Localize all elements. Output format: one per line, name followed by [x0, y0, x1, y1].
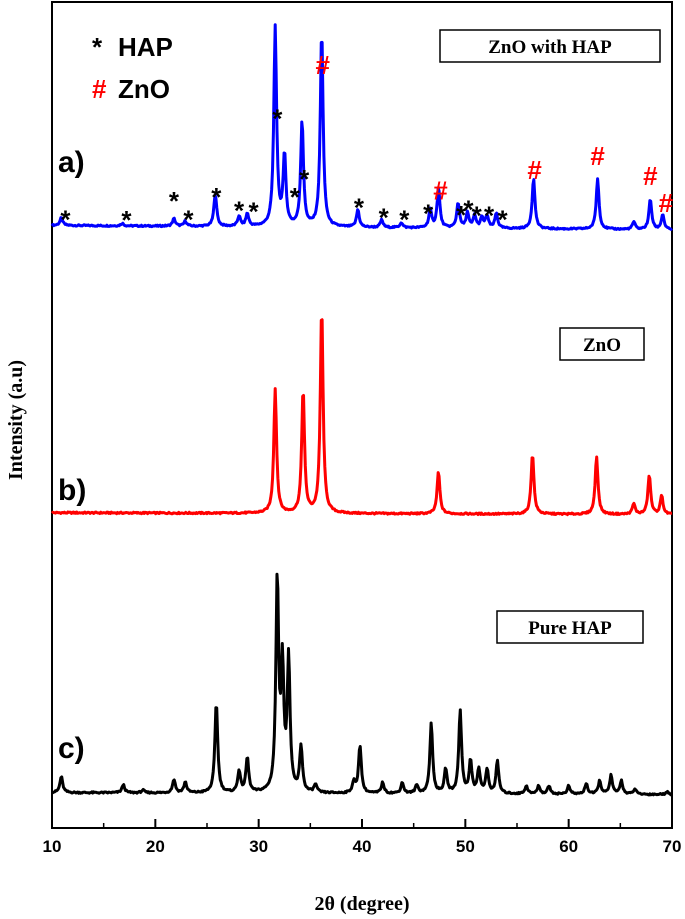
legend-label: HAP: [118, 32, 173, 62]
series-line: [50, 318, 673, 517]
zno-marker: #: [527, 155, 542, 185]
hap-marker: *: [399, 204, 410, 234]
series-box-label: ZnO with HAP: [488, 37, 612, 58]
zno-marker: #: [433, 176, 448, 206]
legend-label: ZnO: [118, 74, 170, 104]
hap-marker: *: [121, 205, 132, 235]
hap-marker: *: [379, 202, 390, 232]
series-line: [50, 23, 674, 231]
x-tick-label: 10: [43, 837, 62, 856]
x-tick-label: 20: [146, 837, 165, 856]
series-line: [51, 572, 673, 797]
zno-marker: #: [643, 161, 658, 191]
hap-marker: *: [169, 186, 180, 216]
y-axis-label: Intensity (a.u): [5, 360, 27, 480]
x-axis-label: 2θ (degree): [314, 893, 409, 915]
panel-label: a): [58, 146, 85, 179]
hap-marker: *: [183, 204, 194, 234]
series-layer: a)ZnO with HAP* **** * ****#* * * *#*** * *# ###b…: [50, 23, 674, 797]
hap-marker: *: [354, 193, 365, 223]
panel-label: b): [58, 474, 86, 507]
series-box-label: ZnO: [583, 335, 621, 356]
hap-marker: *: [423, 199, 434, 229]
legend: * HAP # ZnO: [92, 32, 173, 104]
zno-marker: #: [590, 141, 605, 171]
hap-marker: *: [248, 196, 259, 226]
x-tick-label: 30: [249, 837, 268, 856]
hap-marker: *: [272, 104, 283, 134]
series-box: [559, 327, 645, 361]
x-tick-label: 50: [456, 837, 475, 856]
hap-marker: *: [463, 195, 474, 225]
x-tick-label: 60: [559, 837, 578, 856]
hap-marker: *: [299, 164, 310, 194]
series-3: c) Pure HAP: [51, 572, 673, 797]
hap-marker: *: [234, 195, 245, 225]
hap-marker: *: [211, 182, 222, 212]
legend-symbol: *: [92, 32, 103, 62]
hap-marker: *: [60, 204, 71, 234]
series-1: a)ZnO with HAP* **** * ****#* * * *#*** * *# ###: [50, 23, 674, 235]
hap-marker: *: [290, 182, 301, 212]
zno-marker: #: [659, 188, 674, 218]
hap-marker: *: [497, 204, 508, 234]
legend-symbol: #: [92, 74, 107, 104]
panel-label: c): [58, 732, 85, 765]
series-2: b) ZnO: [50, 318, 673, 517]
hap-marker: *: [472, 200, 483, 230]
hap-marker: *: [484, 200, 495, 230]
zno-marker: #: [315, 50, 330, 80]
x-tick-label: 70: [663, 837, 682, 856]
x-axis-ticks: 10 20 30 40 50 60 70: [43, 819, 682, 856]
series-box: [439, 29, 661, 63]
series-box: [496, 610, 644, 644]
x-tick-label: 40: [353, 837, 372, 856]
plot-frame: [51, 1, 673, 829]
series-box-label: Pure HAP: [528, 618, 612, 639]
hap-marker: *: [456, 200, 467, 230]
